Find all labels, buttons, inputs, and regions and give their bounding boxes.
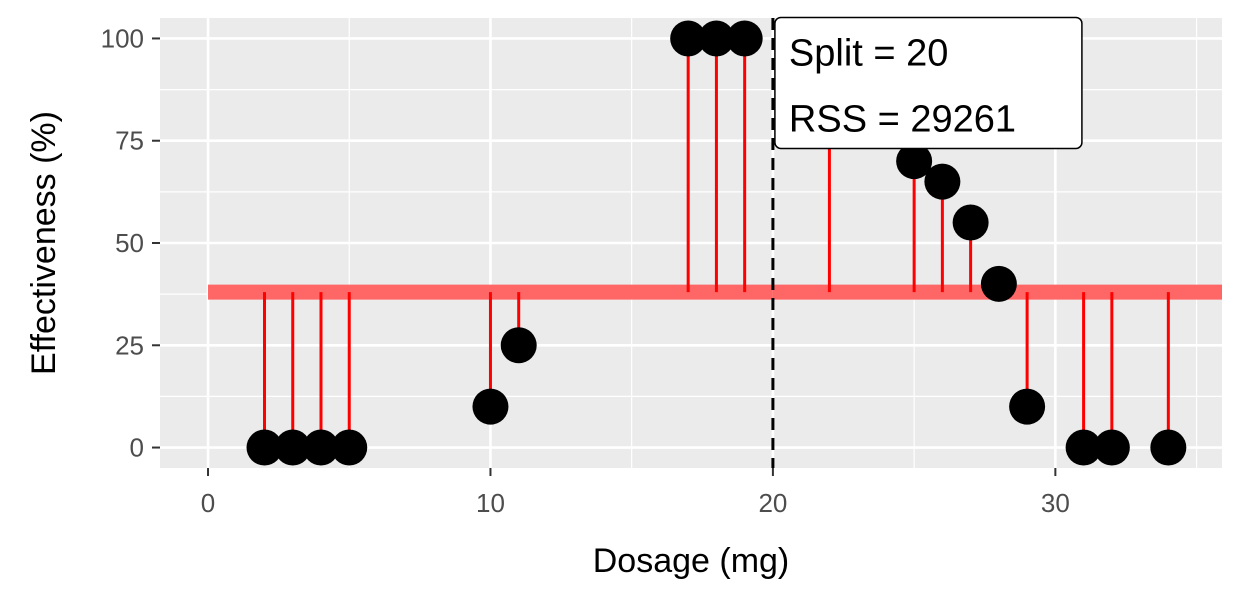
data-point [274, 429, 311, 466]
x-tick-label: 10 [476, 488, 505, 518]
x-axis-ticks: 0 10 20 30 [201, 468, 1070, 518]
data-point [331, 429, 368, 466]
annotation-rss-label: RSS = 29261 [789, 98, 1016, 140]
data-points [246, 20, 1187, 466]
y-tick-label: 0 [130, 433, 144, 463]
annotation-box [774, 16, 1083, 150]
y-tick-label: 100 [101, 23, 144, 53]
annotation-split-label: Split = 20 [789, 32, 949, 74]
data-point [246, 429, 283, 466]
y-axis-title: Effectiveness (%) [25, 111, 63, 375]
data-point [924, 163, 961, 200]
data-point [302, 429, 339, 466]
y-tick-label: 75 [115, 126, 144, 156]
y-tick-label: 50 [115, 228, 144, 258]
y-tick-label: 25 [115, 330, 144, 360]
data-point [1009, 388, 1046, 425]
data-point [1093, 429, 1130, 466]
data-point [698, 20, 735, 57]
data-point [670, 20, 707, 57]
data-point [1150, 429, 1187, 466]
x-axis-title: Dosage (mg) [593, 542, 790, 580]
data-point [896, 143, 933, 180]
data-point [472, 388, 509, 425]
y-axis-ticks: 0 25 50 75 100 [101, 23, 160, 463]
x-tick-label: 20 [758, 488, 787, 518]
data-point [500, 327, 537, 364]
x-tick-label: 0 [201, 488, 215, 518]
data-point [1065, 429, 1102, 466]
data-point [726, 20, 763, 57]
split-annotation: Split = 20 RSS = 29261 [774, 16, 1083, 150]
x-tick-label: 30 [1041, 488, 1070, 518]
data-point [952, 204, 989, 241]
data-point [980, 265, 1017, 302]
